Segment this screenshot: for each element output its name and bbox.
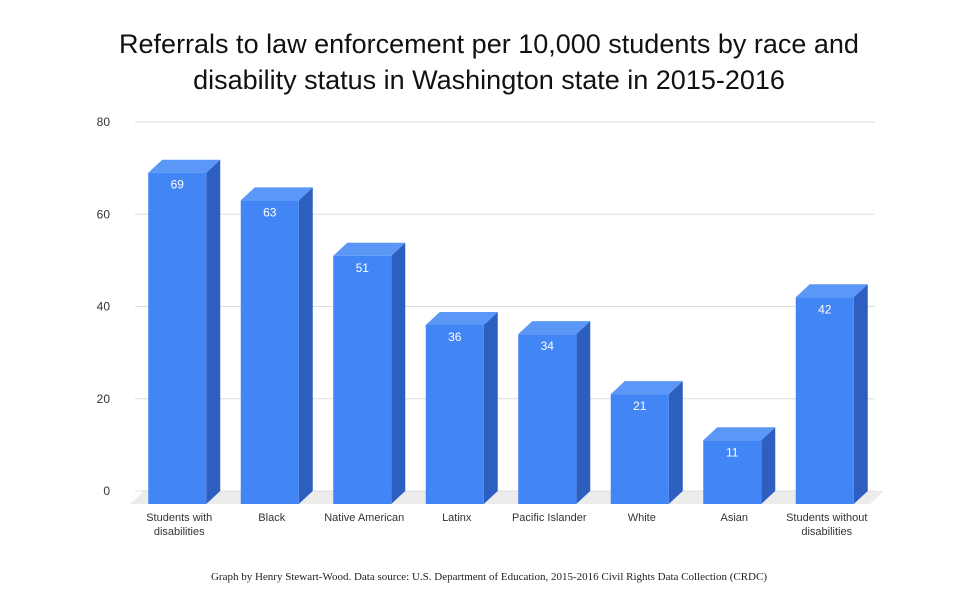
bar-top xyxy=(610,381,683,395)
x-tick-label-line: Native American xyxy=(324,512,404,524)
bar-side xyxy=(576,321,591,504)
chart-floor xyxy=(130,491,884,504)
bar-top xyxy=(333,242,406,256)
bar-top xyxy=(795,284,868,298)
x-tick-label-line: Students with xyxy=(146,512,212,524)
bar xyxy=(425,324,484,504)
bar-side xyxy=(853,284,868,504)
bar-value-label: 63 xyxy=(263,205,277,219)
bar xyxy=(795,297,854,504)
bar xyxy=(240,200,299,504)
y-tick-label: 40 xyxy=(97,300,111,314)
chart-title-line-2: disability status in Washington state in… xyxy=(193,65,785,95)
bar xyxy=(703,440,762,504)
y-tick-label: 60 xyxy=(97,207,111,221)
bar-side xyxy=(391,242,406,504)
bar-value-label: 42 xyxy=(818,302,832,316)
bar-side xyxy=(483,311,498,504)
bar-value-label: 34 xyxy=(541,339,555,353)
bar-value-label: 36 xyxy=(448,330,462,344)
bar xyxy=(610,394,669,504)
bar-top xyxy=(240,187,313,201)
x-tick-label-line: disabilities xyxy=(801,526,852,538)
x-tick-label-line: Black xyxy=(258,512,285,524)
y-tick-label: 0 xyxy=(103,484,110,498)
source-note: Graph by Henry Stewart-Wood. Data source… xyxy=(210,571,768,583)
x-tick-label: Native American xyxy=(324,512,404,524)
bar-value-label: 21 xyxy=(633,399,647,413)
bar-value-label: 69 xyxy=(171,178,185,192)
bar-top xyxy=(425,311,498,325)
y-tick-label: 80 xyxy=(97,115,111,129)
bar xyxy=(518,334,577,504)
chart-title: Referrals to law enforcement per 10,000 … xyxy=(0,26,978,98)
x-tick-label-line: Students without xyxy=(786,512,867,524)
x-tick-label: Black xyxy=(258,512,285,524)
bar-value-label: 51 xyxy=(356,261,370,275)
x-tick-label-line: Pacific Islander xyxy=(512,512,587,524)
bar-side xyxy=(206,159,221,505)
x-tick-label: White xyxy=(628,512,656,524)
y-tick-label: 20 xyxy=(97,392,111,406)
x-tick-label: Pacific Islander xyxy=(512,512,587,524)
x-tick-label: Asian xyxy=(720,512,748,524)
chart-title-line-1: Referrals to law enforcement per 10,000 … xyxy=(119,29,859,59)
bar-top xyxy=(703,427,776,441)
bar-top xyxy=(518,321,591,335)
bar-side xyxy=(298,187,313,504)
x-tick-label: Latinx xyxy=(442,512,472,524)
bar xyxy=(333,255,392,504)
x-tick-label-line: Asian xyxy=(720,512,748,524)
x-tick-label: Students with disabilities xyxy=(146,512,212,538)
bar-side xyxy=(761,427,776,504)
bar-side xyxy=(668,381,683,504)
bar-value-label: 11 xyxy=(726,445,739,459)
x-tick-label-line: White xyxy=(628,512,656,524)
bar-top xyxy=(148,159,221,173)
x-tick-label-line: Latinx xyxy=(442,512,472,524)
x-tick-label-line: disabilities xyxy=(154,526,205,538)
bar xyxy=(148,172,207,505)
x-tick-label: Students without disabilities xyxy=(786,512,867,538)
